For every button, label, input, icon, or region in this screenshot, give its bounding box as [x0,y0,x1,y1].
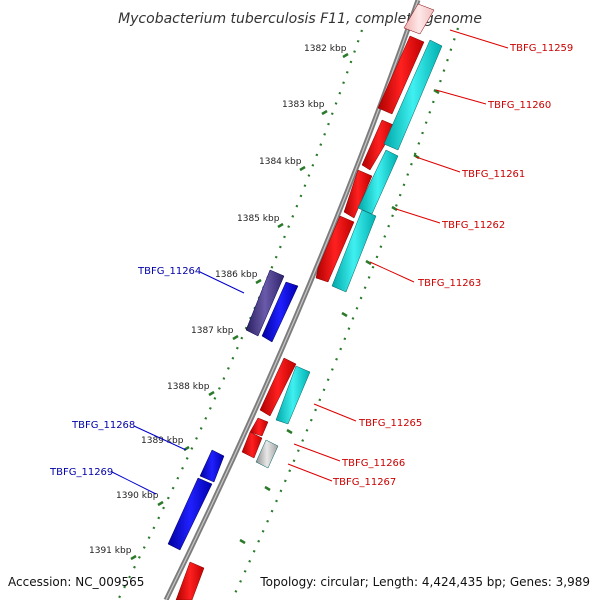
reverse-track [167,269,299,551]
kbp-label: 1389 kbp [141,436,184,446]
kbp-label: 1387 kbp [191,326,234,336]
left-gene-labels: TBFG_11264 TBFG_11268 TBFG_11269 [49,266,201,478]
accession-text: Accession: NC_009565 [8,575,144,589]
gene-arrow[interactable] [259,357,297,417]
topology-text: Topology: circular; Length: 4,424,435 bp… [259,575,590,589]
gene-label[interactable]: TBFG_11268 [71,420,135,431]
kbp-label: 1386 kbp [215,270,258,280]
gene-arrow[interactable] [343,169,373,219]
kbp-label: 1390 kbp [116,491,159,501]
gene-label[interactable]: TBFG_11264 [137,266,201,277]
kbp-major-ticks [130,52,349,561]
right-leaders [287,29,509,482]
inner-tick-track [117,29,364,600]
gene-label[interactable]: TBFG_11260 [487,100,551,111]
gene-label[interactable]: TBFG_11267 [332,477,396,488]
gene-arrow[interactable] [249,417,269,437]
kbp-label: 1385 kbp [237,214,280,224]
genome-backbone [163,0,421,600]
gene-arrow[interactable] [357,149,399,215]
gene-arrow[interactable] [331,209,377,293]
gene-arrow[interactable] [261,281,299,343]
forward-cds-track [175,3,435,600]
gene-label[interactable]: TBFG_11262 [441,220,505,231]
gene-arrow[interactable] [383,39,443,151]
gene-arrow[interactable] [245,269,285,337]
kbp-label: 1383 kbp [282,100,325,110]
gene-arrow[interactable] [275,365,311,425]
gene-arrow[interactable] [241,431,263,459]
gene-arrow[interactable] [377,35,425,115]
gene-label[interactable]: TBFG_11259 [509,43,573,54]
gene-label[interactable]: TBFG_11265 [358,418,422,429]
kbp-label: 1384 kbp [259,157,302,167]
gene-label[interactable]: TBFG_11263 [417,278,481,289]
kbp-label: 1388 kbp [167,382,210,392]
backbone-highlight [165,0,419,600]
gene-label[interactable]: TBFG_11269 [49,467,113,478]
gene-arrow[interactable] [315,215,355,283]
kbp-label: 1382 kbp [304,44,347,54]
gene-arrow[interactable] [199,449,225,483]
left-leaders [111,271,245,495]
gene-arrow[interactable] [361,119,397,171]
right-gene-labels: TBFG_11259 TBFG_11260 TBFG_11261 TBFG_11… [332,43,573,488]
kbp-label: 1391 kbp [89,546,132,556]
gene-arrow[interactable] [175,561,205,600]
map-title: Mycobacterium tuberculosis F11, complete… [118,11,482,27]
gene-arrow[interactable] [167,477,213,551]
gene-arrow[interactable] [255,439,279,469]
forward-gene-track [255,39,443,469]
gene-arrow[interactable] [403,3,435,35]
gene-label[interactable]: TBFG_11266 [341,458,405,469]
gene-label[interactable]: TBFG_11261 [461,169,525,180]
kbp-labels: 1382 kbp 1383 kbp 1384 kbp 1385 kbp 1386… [89,44,347,556]
